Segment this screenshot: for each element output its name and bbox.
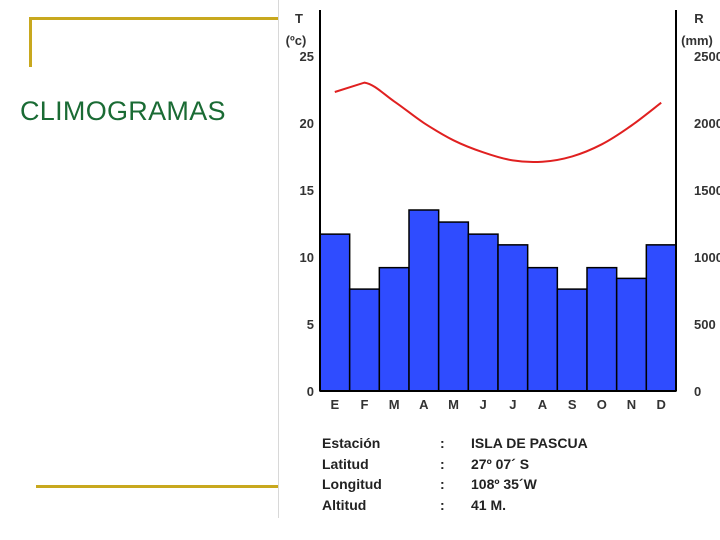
left-axis-title: T bbox=[295, 11, 303, 26]
precip-bar bbox=[615, 277, 648, 392]
month-label: F bbox=[361, 397, 369, 412]
right-axis-title: R bbox=[694, 11, 704, 26]
right-tick-label: 1500 bbox=[694, 183, 720, 198]
month-label: N bbox=[627, 397, 636, 412]
month-label: S bbox=[568, 397, 577, 412]
precip-bar bbox=[556, 288, 588, 392]
precip-bar bbox=[437, 221, 470, 392]
right-tick-label: 1000 bbox=[694, 250, 720, 265]
left-axis-unit: (ºc) bbox=[286, 33, 307, 48]
station-label: Estación bbox=[322, 435, 381, 451]
left-tick-label: 20 bbox=[300, 116, 314, 131]
month-label: M bbox=[389, 397, 400, 412]
month-label: J bbox=[480, 397, 487, 412]
left-tick-label: 25 bbox=[300, 49, 314, 64]
station-label: Latitud bbox=[322, 455, 369, 472]
station-separator: : bbox=[440, 496, 445, 513]
right-tick-label: 500 bbox=[694, 317, 716, 332]
month-label: A bbox=[419, 397, 429, 412]
climograph-chart: 0 0 5 500 10 1000 15 1500 20 2000 25 2500 E F M A M J J A S… bbox=[286, 10, 720, 412]
right-tick-label: 2000 bbox=[694, 116, 720, 131]
precip-bar bbox=[408, 209, 440, 392]
right-axis-unit: (mm) bbox=[681, 33, 713, 48]
precip-bar bbox=[378, 266, 410, 392]
month-label: D bbox=[656, 397, 665, 412]
month-label: O bbox=[597, 397, 607, 412]
precip-bar bbox=[645, 244, 677, 392]
month-label: J bbox=[509, 397, 516, 412]
decor-bottom-line bbox=[36, 485, 280, 488]
precip-bar bbox=[497, 244, 529, 392]
left-tick-label: 15 bbox=[300, 183, 314, 198]
month-label: E bbox=[330, 397, 339, 412]
precip-bar bbox=[467, 233, 499, 392]
decor-vertical-line bbox=[29, 17, 32, 67]
precip-bar bbox=[526, 266, 559, 392]
precip-bar bbox=[586, 266, 618, 392]
decor-top-line bbox=[29, 17, 280, 20]
left-tick-label: 0 bbox=[307, 384, 314, 399]
temperature-line bbox=[334, 81, 662, 164]
station-separator: : bbox=[440, 455, 445, 472]
precip-bar bbox=[319, 233, 351, 392]
month-label: A bbox=[538, 397, 548, 412]
station-separator: : bbox=[440, 476, 445, 492]
station-label: Altitud bbox=[322, 496, 367, 513]
precipitation-bars bbox=[319, 209, 677, 392]
station-separator: : bbox=[440, 435, 445, 451]
precip-bar bbox=[348, 288, 381, 392]
slide-title: CLIMOGRAMAS bbox=[20, 96, 226, 126]
station-value: 27º 07´ S bbox=[471, 455, 530, 472]
right-tick-label: 0 bbox=[694, 384, 701, 399]
station-label: Longitud bbox=[322, 476, 382, 492]
station-value: ISLA DE PASCUA bbox=[471, 435, 588, 451]
station-value: 108º 35´W bbox=[471, 476, 537, 492]
left-tick-label: 10 bbox=[300, 250, 314, 265]
station-value: 41 M. bbox=[471, 496, 507, 513]
left-tick-label: 5 bbox=[307, 317, 314, 332]
right-tick-label: 2500 bbox=[694, 49, 720, 64]
chart-axes bbox=[319, 10, 677, 392]
axis-tick-labels: 0 0 5 500 10 1000 15 1500 20 2000 25 2500 bbox=[300, 49, 720, 399]
month-label: M bbox=[448, 397, 459, 412]
climograph-panel: 0 0 5 500 10 1000 15 1500 20 2000 25 2500 E F M A M J J A S… bbox=[278, 0, 720, 518]
